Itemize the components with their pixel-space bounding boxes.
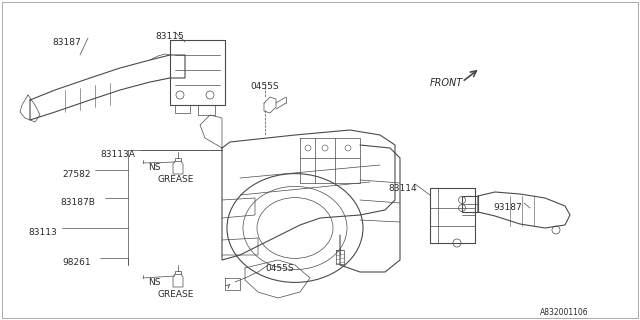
Text: 83187: 83187 [52,38,81,47]
Text: 27582: 27582 [62,170,90,179]
Text: NS: NS [148,163,161,172]
Text: 93187: 93187 [493,203,522,212]
Text: FRONT: FRONT [430,78,463,88]
Text: GREASE: GREASE [158,290,195,299]
Text: 0455S: 0455S [265,264,294,273]
Text: A832001106: A832001106 [540,308,589,317]
Text: 83187B: 83187B [60,198,95,207]
Text: 98261: 98261 [62,258,91,267]
Text: 83113A: 83113A [100,150,135,159]
Text: 83113: 83113 [28,228,57,237]
Text: GREASE: GREASE [158,175,195,184]
Text: 83115: 83115 [155,32,184,41]
Text: 0455S: 0455S [250,82,278,91]
Text: NS: NS [148,278,161,287]
Text: 83114: 83114 [388,184,417,193]
